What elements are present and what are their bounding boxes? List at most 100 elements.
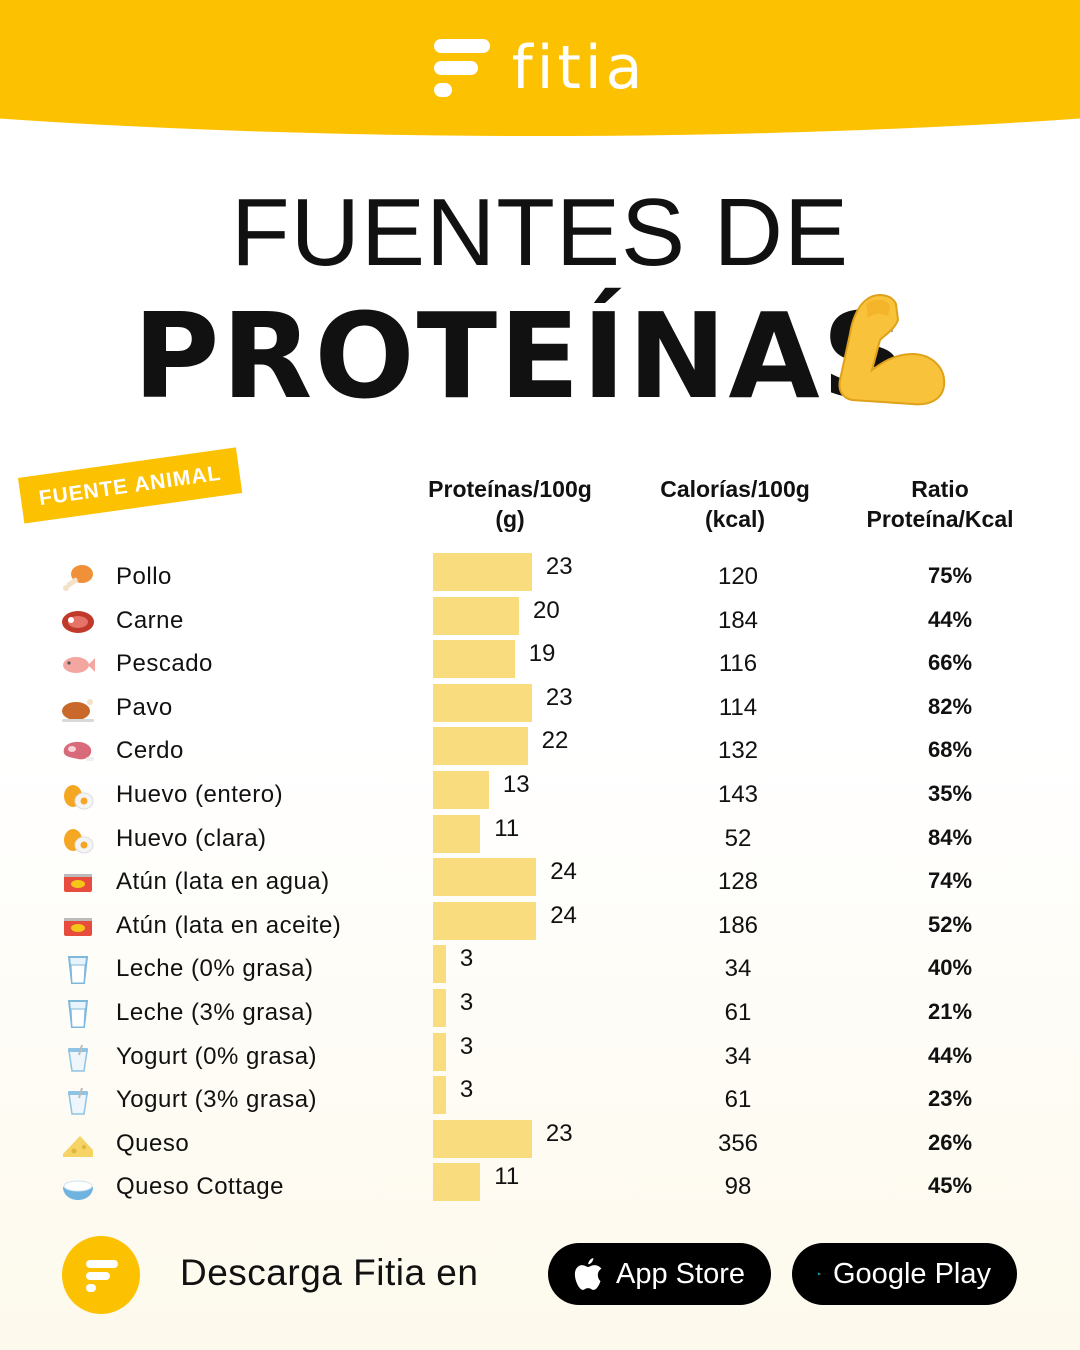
- table-row: Pavo 23 114 82%: [0, 683, 1080, 734]
- food-name: Leche (3% grasa): [116, 999, 314, 1026]
- header-band: [0, 0, 1080, 136]
- download-text: Descarga Fitia en: [180, 1252, 479, 1293]
- table-row: Pescado 19 116 66%: [0, 640, 1080, 690]
- food-name: Yogurt (0% grasa): [116, 1042, 318, 1070]
- protein-value-label: 23: [545, 553, 573, 580]
- calories-value: 34: [724, 1042, 752, 1070]
- table-row: Huevo (entero) 13 143 35%: [0, 771, 1080, 821]
- protein-value-label: 11: [494, 1163, 520, 1191]
- fish-icon: [60, 650, 96, 680]
- brand-name: fitia: [511, 33, 647, 103]
- food-name: Pavo: [116, 693, 173, 721]
- flexed-biceps-icon: [838, 294, 946, 406]
- food-name: Pollo: [116, 563, 172, 590]
- table-row: Queso Cottage 11 98 45%: [0, 1163, 1080, 1213]
- ratio-value: 66%: [927, 650, 973, 676]
- protein-value-label: 24: [550, 858, 577, 886]
- yogurt-icon: [60, 1043, 96, 1073]
- protein-bar: [433, 901, 537, 940]
- calories-value: 98: [724, 1173, 752, 1201]
- protein-value-label: 24: [550, 901, 577, 929]
- table-row: Leche (0% grasa) 3 34 40%: [0, 945, 1080, 995]
- table-row: Atún (lata en agua) 24 128 74%: [0, 858, 1080, 908]
- protein-bar: [433, 727, 528, 766]
- calories-value: 114: [718, 693, 758, 721]
- cheese-icon: [60, 1130, 96, 1160]
- fitia-logo-icon: [433, 39, 494, 97]
- table-row: Yogurt (3% grasa) 3 61 23%: [0, 1076, 1080, 1126]
- yogurt-icon: [60, 1086, 96, 1116]
- food-name: Huevo (entero): [116, 781, 284, 808]
- ratio-value: 21%: [927, 999, 973, 1024]
- calories-value: 186: [717, 911, 759, 939]
- calories-value: 128: [717, 868, 759, 896]
- protein-value-label: 3: [459, 1032, 474, 1060]
- ratio-value: 44%: [927, 1042, 973, 1068]
- protein-value-label: 23: [545, 1119, 573, 1147]
- apple-icon: [574, 1258, 602, 1290]
- app-store-button[interactable]: App Store: [548, 1243, 771, 1305]
- calories-value: 132: [717, 737, 759, 765]
- food-name: Carne: [116, 606, 184, 634]
- protein-value-label: 22: [541, 727, 569, 755]
- protein-bar: [433, 989, 446, 1027]
- ratio-value: 23%: [927, 1086, 973, 1112]
- protein-bar: [433, 945, 446, 984]
- tuna-can-icon: [60, 912, 96, 942]
- egg-icon: [60, 825, 96, 855]
- protein-bar: [433, 596, 519, 635]
- ratio-value: 45%: [927, 1173, 973, 1199]
- tuna-can-icon: [60, 868, 96, 898]
- column-header-protein: Proteínas/100g (g): [428, 476, 592, 532]
- table-row: Atún (lata en aceite) 24 186 52%: [0, 901, 1080, 952]
- column-header-ratio: Ratio Proteína/Kcal: [866, 476, 1014, 532]
- protein-bar: [433, 1076, 446, 1115]
- ratio-value: 68%: [927, 737, 973, 763]
- google-play-icon: [818, 1272, 821, 1276]
- protein-bar: [433, 683, 532, 722]
- table-row: Huevo (clara) 11 52 84%: [0, 814, 1080, 865]
- roast-turkey-icon: [60, 694, 96, 724]
- protein-bar: [433, 814, 481, 853]
- ratio-value: 44%: [927, 606, 973, 632]
- meat-icon: [60, 607, 96, 637]
- protein-value-label: 13: [502, 771, 530, 798]
- protein-value-label: 3: [459, 1076, 474, 1104]
- calories-value: 52: [724, 824, 752, 852]
- milk-glass-icon: [60, 999, 96, 1029]
- ratio-value: 74%: [927, 868, 973, 894]
- protein-bar: [433, 858, 537, 897]
- food-name: Pescado: [116, 650, 213, 678]
- protein-bar: [433, 640, 515, 679]
- food-name: Yogurt (3% grasa): [116, 1086, 318, 1114]
- ratio-value: 26%: [927, 1129, 973, 1155]
- food-name: Queso Cottage: [116, 1173, 284, 1201]
- calories-value: 120: [717, 563, 759, 590]
- table-row: Queso 23 356 26%: [0, 1119, 1080, 1170]
- protein-value-label: 23: [545, 683, 573, 711]
- protein-value-label: 3: [459, 945, 474, 973]
- protein-value-label: 3: [459, 989, 474, 1016]
- food-name: Atún (lata en agua): [116, 868, 330, 896]
- ratio-value: 84%: [927, 824, 973, 850]
- calories-value: 143: [717, 781, 759, 808]
- food-name: Atún (lata en aceite): [116, 911, 342, 939]
- calories-value: 116: [718, 650, 758, 678]
- pork-cut-icon: [60, 737, 96, 767]
- title-line-2: PROTEÍNAS: [133, 287, 909, 425]
- title-line-1: FUENTES DE: [230, 179, 850, 286]
- food-name: Leche (0% grasa): [116, 955, 314, 983]
- calories-value: 61: [724, 999, 752, 1026]
- calories-value: 184: [717, 606, 759, 634]
- fitia-app-icon[interactable]: [62, 1236, 140, 1314]
- protein-value-label: 19: [528, 640, 556, 668]
- protein-bar: [433, 553, 532, 591]
- brand: fitia: [0, 28, 1080, 108]
- calories-value: 61: [724, 1086, 752, 1114]
- google-play-button[interactable]: Google Play: [792, 1243, 1017, 1305]
- protein-bar: [433, 771, 489, 809]
- calories-value: 356: [717, 1129, 759, 1157]
- protein-bar: [433, 1032, 446, 1071]
- table-row: Leche (3% grasa) 3 61 21%: [0, 989, 1080, 1039]
- protein-value-label: 11: [494, 814, 520, 842]
